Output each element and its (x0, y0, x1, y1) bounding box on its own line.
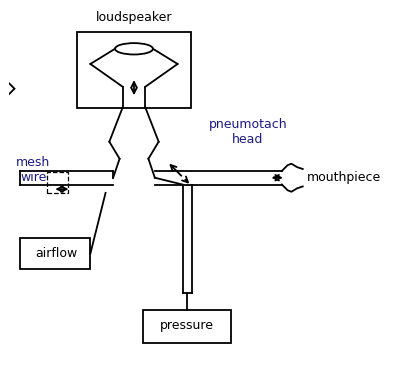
Bar (20, 238, 90, 269)
Bar (47, 172, 68, 193)
Bar (0, 79, 14, 137)
Text: pneumotach
head: pneumotach head (208, 118, 287, 146)
Text: loudspeaker: loudspeaker (96, 11, 172, 24)
Text: mouthpiece: mouthpiece (306, 171, 381, 184)
Text: mesh
wire: mesh wire (16, 156, 51, 184)
Text: airflow: airflow (35, 247, 77, 260)
Bar (77, 32, 191, 108)
Text: pressure: pressure (160, 319, 214, 332)
Bar (144, 311, 231, 343)
